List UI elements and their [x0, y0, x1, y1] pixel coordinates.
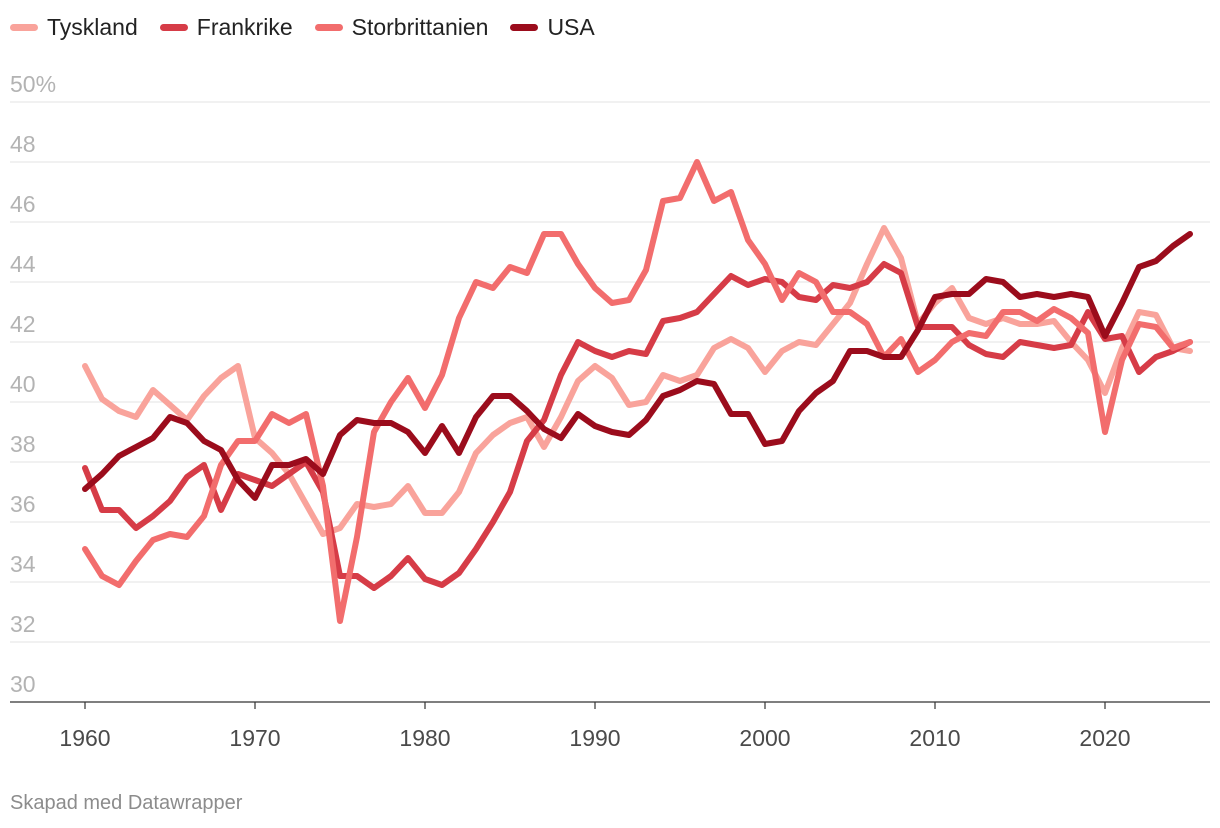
- series-line-tyskland: [82, 225, 1193, 537]
- legend-label-usa: USA: [547, 14, 595, 40]
- x-tick-label: 1960: [59, 725, 110, 751]
- legend-label-frankrike: Frankrike: [196, 14, 293, 40]
- y-tick-label: 36: [10, 491, 36, 517]
- x-tick-label: 2020: [1079, 725, 1130, 751]
- line-chart: 50% 48 46 44 42 40 38 36 34 32 30 1960 1970 1980 1990…: [10, 71, 1210, 751]
- legend-swatch-usa: [510, 24, 539, 31]
- y-tick-label: 40: [10, 371, 36, 397]
- series-line-frankrike: [82, 261, 1193, 591]
- y-tick-label: 50%: [10, 71, 56, 97]
- legend-item-storbrittanien: Storbrittanien: [314, 14, 489, 41]
- series-line-usa: [82, 231, 1193, 501]
- legend-item-usa: USA: [510, 14, 595, 41]
- legend-swatch-tyskland: [10, 24, 38, 31]
- y-tick-label: 46: [10, 191, 36, 217]
- y-tick-label: 42: [10, 311, 36, 337]
- series-lines: [82, 159, 1193, 624]
- x-tick-label: 1990: [569, 725, 620, 751]
- y-tick-label: 38: [10, 431, 36, 457]
- x-axis-ticks: 1960 1970 1980 1990 2000 2010 2020: [59, 702, 1131, 751]
- legend-swatch-storbrittanien: [314, 24, 343, 31]
- x-tick-label: 2000: [739, 725, 790, 751]
- y-tick-label: 44: [10, 251, 36, 277]
- legend-item-frankrike: Frankrike: [159, 14, 293, 41]
- x-tick-label: 1980: [399, 725, 450, 751]
- legend-item-tyskland: Tyskland: [10, 14, 138, 41]
- legend-label-tyskland: Tyskland: [47, 14, 138, 40]
- legend-label-storbrittanien: Storbrittanien: [351, 14, 489, 40]
- y-tick-label: 30: [10, 671, 36, 697]
- y-tick-label: 32: [10, 611, 36, 637]
- gridlines: [10, 101, 1210, 703]
- legend-swatch-frankrike: [159, 24, 188, 31]
- x-tick-label: 2010: [909, 725, 960, 751]
- y-tick-label: 48: [10, 131, 36, 157]
- x-tick-label: 1970: [229, 725, 280, 751]
- legend: Tyskland Frankrike Storbrittanien USA: [10, 14, 617, 41]
- y-axis-ticks: 50% 48 46 44 42 40 38 36 34 32 30: [10, 71, 56, 697]
- series-line-storbrittanien: [82, 159, 1193, 624]
- y-tick-label: 34: [10, 551, 36, 577]
- footer-credit: Skapad med Datawrapper: [10, 792, 243, 814]
